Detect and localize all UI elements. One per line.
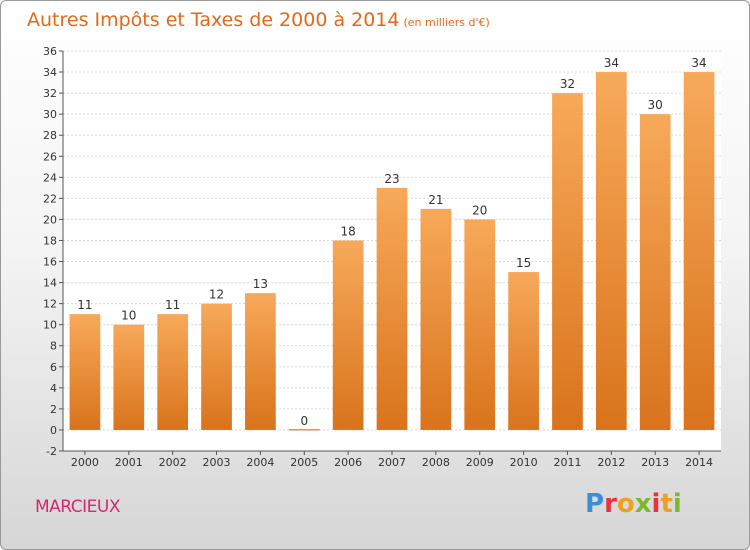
y-tick-label: 12 bbox=[43, 298, 57, 311]
y-tick-label: 26 bbox=[43, 150, 57, 163]
bar-value-label: 20 bbox=[472, 203, 487, 217]
bar-2014 bbox=[683, 72, 715, 430]
x-tick-label: 2006 bbox=[334, 456, 362, 469]
bar-2008 bbox=[420, 208, 452, 430]
bar-2012 bbox=[595, 72, 627, 430]
bar-2003 bbox=[201, 303, 232, 430]
y-tick-label: 30 bbox=[43, 108, 57, 121]
bar-value-label: 15 bbox=[516, 256, 531, 270]
y-tick-label: 14 bbox=[43, 277, 57, 290]
bar-2010 bbox=[508, 272, 539, 430]
bar-value-label: 11 bbox=[165, 298, 180, 312]
bar-value-label: 30 bbox=[648, 98, 663, 112]
logo-letter: r bbox=[604, 489, 617, 519]
y-tick-label: 8 bbox=[50, 340, 57, 353]
y-tick-label: 2 bbox=[50, 403, 57, 416]
y-tick-label: 20 bbox=[43, 213, 57, 226]
bar-value-label: 12 bbox=[209, 288, 224, 302]
x-tick-label: 2008 bbox=[422, 456, 450, 469]
y-tick-label: 16 bbox=[43, 256, 57, 269]
x-tick-label: 2001 bbox=[115, 456, 143, 469]
x-tick-label: 2003 bbox=[203, 456, 231, 469]
chart-title: Autres Impôts et Taxes de 2000 à 2014 (en… bbox=[27, 9, 490, 31]
bar-value-label: 18 bbox=[340, 224, 355, 238]
x-tick-label: 2007 bbox=[378, 456, 406, 469]
x-axis: 2000 2001 2002 2003 2004 2005 2006 2007 2008 2009… bbox=[63, 450, 721, 469]
x-tick-label: 2000 bbox=[71, 456, 99, 469]
bar-2009 bbox=[464, 219, 496, 430]
bar-2011 bbox=[552, 93, 583, 430]
y-tick-label: 10 bbox=[43, 319, 57, 332]
y-tick-label: -2 bbox=[46, 445, 57, 458]
x-tick-label: 2009 bbox=[466, 456, 494, 469]
proxiti-logo: Proxiti bbox=[585, 489, 682, 519]
logo-letter: t bbox=[660, 489, 673, 519]
x-tick-label: 2010 bbox=[510, 456, 538, 469]
bar-value-label: 11 bbox=[77, 298, 92, 312]
bar-2005 bbox=[288, 428, 320, 431]
bar-value-label: 23 bbox=[384, 172, 399, 186]
y-tick-label: 18 bbox=[43, 234, 57, 247]
bar-2004 bbox=[245, 293, 276, 430]
bar-value-label: 34 bbox=[604, 56, 619, 70]
bar-2002 bbox=[157, 314, 189, 430]
logo-letter: o bbox=[616, 489, 635, 519]
x-tick-label: 2014 bbox=[685, 456, 713, 469]
y-tick-label: 0 bbox=[50, 424, 57, 437]
bar-2006 bbox=[332, 240, 364, 430]
logo-letter: x bbox=[634, 489, 652, 519]
y-tick-label: 24 bbox=[43, 171, 57, 184]
logo-letter: i bbox=[672, 489, 682, 519]
bar-value-label: 10 bbox=[121, 309, 136, 323]
y-tick-label: 6 bbox=[50, 361, 57, 374]
place-name: MARCIEUX bbox=[35, 497, 120, 517]
logo-letter: i bbox=[651, 489, 661, 519]
bar-2000 bbox=[69, 314, 101, 430]
logo-letter: P bbox=[585, 489, 605, 519]
x-tick-label: 2012 bbox=[597, 456, 625, 469]
x-tick-label: 2013 bbox=[641, 456, 669, 469]
y-tick-label: 34 bbox=[43, 66, 57, 79]
x-tick-label: 2004 bbox=[246, 456, 274, 469]
bar-value-label: 32 bbox=[560, 77, 575, 91]
bar-2001 bbox=[113, 324, 145, 430]
bar-2007 bbox=[376, 187, 408, 430]
bar-value-label: 0 bbox=[300, 414, 308, 428]
y-tick-label: 28 bbox=[43, 129, 57, 142]
bar-value-label: 13 bbox=[253, 277, 268, 291]
x-tick-label: 2002 bbox=[159, 456, 187, 469]
y-tick-label: 4 bbox=[50, 382, 57, 395]
y-tick-label: 36 bbox=[43, 45, 57, 58]
bar-value-label: 21 bbox=[428, 193, 443, 207]
chart-unit: (en milliers d'€) bbox=[403, 16, 490, 29]
bar-2013 bbox=[639, 114, 671, 430]
bars: 11 10 11 12 13 0 18 23 21 20 15 32 34 30 34 bbox=[69, 56, 715, 431]
y-tick-label: 22 bbox=[43, 192, 57, 205]
x-tick-label: 2005 bbox=[290, 456, 318, 469]
y-tick-label: 32 bbox=[43, 87, 57, 100]
bar-value-label: 34 bbox=[691, 56, 706, 70]
x-tick-label: 2011 bbox=[553, 456, 581, 469]
